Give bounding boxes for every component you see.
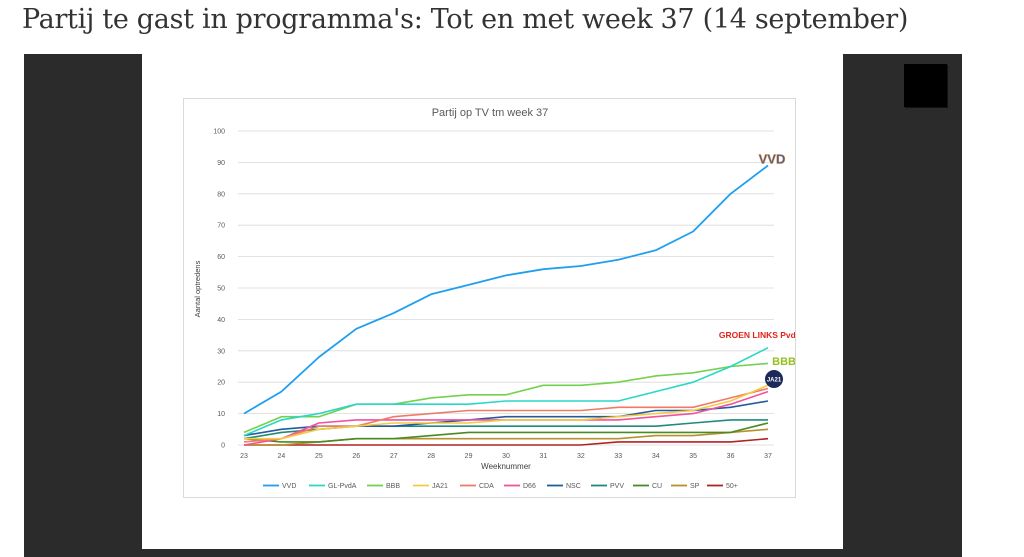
x-axis-label: Weeknummer [481,462,531,471]
x-tick-label: 32 [577,453,585,460]
bbb-logo: BBB [772,356,795,368]
y-tick-label: 30 [217,348,225,355]
series-line-ja21 [244,384,769,440]
y-tick-label: 80 [217,191,225,198]
y-tick-label: 0 [221,443,225,450]
legend-item: NSC [547,483,581,490]
x-axis-ticks: 23 24 25 26 27 28 29 30 31 32 33 34 35 36 37 [240,453,772,460]
groenlinks-pvda-logo: GROEN LINKS PvdA [719,330,795,340]
ja21-logo: JA21 [767,378,782,384]
x-tick-label: 37 [764,453,772,460]
legend-label: CU [652,483,662,490]
legend-label: SP [690,483,700,490]
legend-label: BBB [386,483,400,490]
legend-label: PVV [610,483,624,490]
legend-item: 50+ [707,483,738,490]
y-tick-label: 20 [217,380,225,387]
legend-item: PVV [591,483,624,490]
vvd-logo: VVD [759,152,786,167]
legend-label: JA21 [432,483,448,490]
y-axis-ticks: 0 10 20 30 40 50 60 70 80 90 100 [213,129,225,450]
series-line-gl-pvda [243,346,769,437]
legend-item: JA21 [413,483,448,490]
legend-item: BBB [367,483,400,490]
y-tick-label: 70 [217,223,225,230]
page-title: Partij te gast in programma's: Tot en me… [22,4,909,35]
legend-label: D66 [523,483,536,490]
x-tick-label: 30 [502,453,510,460]
series-line-d66 [243,390,769,446]
legend-item: CU [633,483,662,490]
legend-item: SP [671,483,700,490]
legend-label: GL-PvdA [328,483,357,490]
legend-label: NSC [566,483,581,490]
party-logos: VVD GROEN LINKS PvdA BBB JA21 [719,151,802,389]
chart-container: Partij op TV tm week 37 0 10 20 30 40 50 60 70 8… [183,98,802,498]
y-tick-label: 100 [213,129,225,136]
ja21-logo-badge [765,370,783,389]
series-line-nsc [243,400,769,437]
legend-item: VVD [263,483,296,490]
x-tick-label: 24 [278,453,286,460]
x-tick-label: 27 [390,453,398,460]
line-chart: Partij op TV tm week 37 0 10 20 30 40 50 60 70 8… [193,107,802,490]
x-tick-label: 26 [352,453,360,460]
x-tick-label: 29 [465,453,473,460]
y-tick-label: 10 [217,411,225,418]
legend-label: CDA [479,483,494,490]
x-tick-label: 34 [652,453,660,460]
legend-label: VVD [282,483,296,490]
y-axis-label: Aantal optredens [193,260,202,317]
chart-legend: VVD GL-PvdA BBB JA21 CDA D66 NSC PVV CU SP 50+ [263,483,738,490]
x-tick-label: 36 [727,453,735,460]
grid-lines [238,130,774,446]
x-tick-label: 35 [689,453,697,460]
x-tick-label: 23 [240,453,248,460]
chart-title: Partij op TV tm week 37 [432,107,549,119]
series-line-bbb [243,362,769,434]
series-line-cu [243,422,769,443]
x-tick-label: 25 [315,453,323,460]
x-tick-label: 28 [427,453,435,460]
legend-item: CDA [460,483,494,490]
y-tick-label: 50 [217,286,225,293]
series-line-cda [243,387,769,443]
series-line-50- [244,437,769,446]
x-tick-label: 33 [614,453,622,460]
y-tick-label: 40 [217,317,225,324]
series-line-vvd [243,164,769,415]
x-tick-label: 31 [540,453,548,460]
y-tick-label: 90 [217,160,225,167]
expand-icon[interactable] [904,64,947,107]
series-lines [243,164,769,446]
legend-label: 50+ [726,483,738,490]
legend-item: GL-PvdA [309,483,357,490]
y-tick-label: 60 [217,254,225,261]
legend-item: D66 [504,483,536,490]
